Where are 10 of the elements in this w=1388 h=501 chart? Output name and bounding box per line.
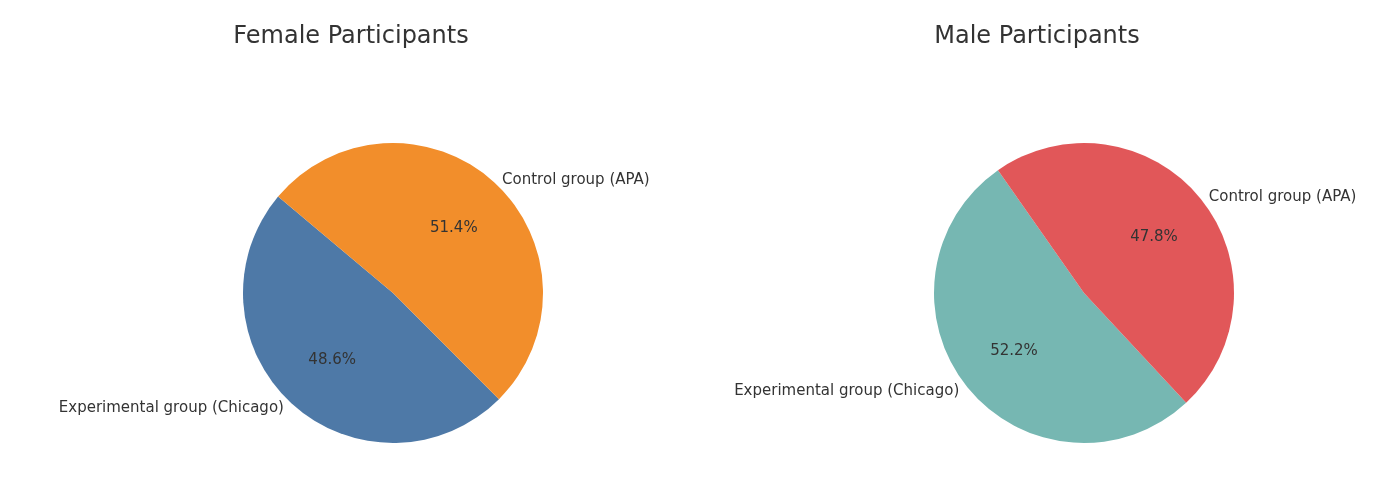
slice-label: Control group (APA) bbox=[1208, 187, 1357, 206]
data-label: 47.8% bbox=[1130, 227, 1178, 246]
data-label: 48.6% bbox=[308, 350, 356, 369]
slice-label: Experimental group (Chicago) bbox=[58, 397, 284, 416]
data-label: 52.2% bbox=[990, 340, 1038, 359]
slice-label: Control group (APA) bbox=[502, 170, 650, 189]
chart-title: Male Participants bbox=[934, 21, 1140, 49]
slice-label: Experimental group (Chicago) bbox=[734, 380, 960, 399]
chart-title: Female Participants bbox=[233, 21, 469, 49]
data-label: 51.4% bbox=[430, 217, 478, 236]
